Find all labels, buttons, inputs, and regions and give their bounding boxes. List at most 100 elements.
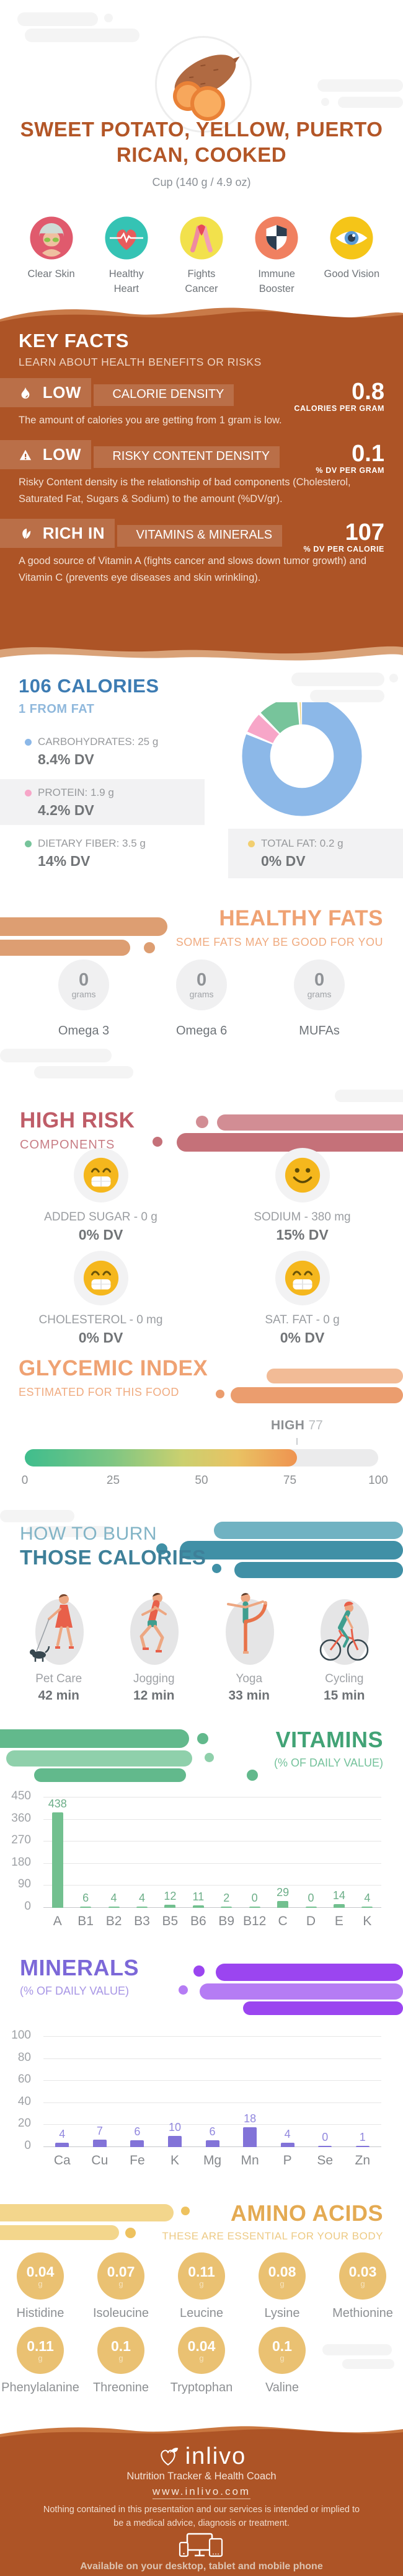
bar-E: 14 <box>325 1797 353 1908</box>
amino-name: Isoleucine <box>92 2306 149 2320</box>
amino-value: 0.11 <box>27 2337 54 2354</box>
decor-blob <box>6 1750 192 1767</box>
serving-size: Cup (140 g / 4.9 oz) <box>152 176 251 188</box>
gauge-marker <box>296 1438 298 1445</box>
benefit-healthy-heart: Healthy Heart <box>92 216 161 296</box>
amino-amount-bubble: 0.11 g <box>12 2324 70 2376</box>
bar-value-label: 4 <box>59 2127 66 2140</box>
decor-blob <box>180 1541 403 1559</box>
decor-blob <box>26 1526 113 1537</box>
y-axis-tick: 180 <box>11 1855 31 1869</box>
fact-category: VITAMINS & MINERALS <box>117 525 283 547</box>
amino-subheading: THESE ARE ESSENTIAL FOR YOUR BODY <box>162 2230 383 2242</box>
y-axis-tick: 80 <box>17 2050 31 2064</box>
gridline <box>43 1819 381 1820</box>
x-axis-label: Se <box>317 2153 334 2168</box>
legend-dot <box>25 738 32 746</box>
risk-name: CHOLESTEROL - 0 mg <box>38 1313 163 1326</box>
bar <box>136 1907 148 1908</box>
activity-time: 15 min <box>323 1688 365 1703</box>
activities-row: Pet Care 42 min <box>0 1588 403 1703</box>
x-axis-label: B5 <box>162 1914 179 1928</box>
page-title: SWEET POTATO, YELLOW, PUERTO RICAN, COOK… <box>20 118 383 166</box>
bar-value-label: 1 <box>359 2131 366 2143</box>
grin-emoji-icon <box>83 1157 118 1193</box>
activity-time: 12 min <box>133 1688 175 1703</box>
benefit-label: Good Vision <box>324 268 380 280</box>
amino-name: Tryptophan <box>170 2381 233 2394</box>
gridline <box>43 2058 381 2059</box>
activity-cycling: Cycling 15 min <box>301 1588 388 1703</box>
food-photo <box>155 36 252 133</box>
vitamins-subheading: (% OF DAILY VALUE) <box>273 1757 383 1769</box>
decor-blob <box>181 2207 190 2215</box>
legend-dot <box>25 789 32 796</box>
health-benefits-row: Clear Skin Healthy Heart Fights Cancer <box>0 216 403 296</box>
legend-dot <box>25 840 32 847</box>
amino-value: 0.04 <box>26 2263 55 2280</box>
gridline <box>43 1863 381 1864</box>
risk-component-card: CHOLESTEROL - 0 mg 0% DV <box>0 1251 202 1351</box>
decor-blob <box>389 674 398 682</box>
amino-acid-item: 0.1 g Threonine <box>81 2324 161 2395</box>
wave-divider <box>0 303 403 328</box>
amino-unit: g <box>199 2353 204 2363</box>
bar-value-label: 12 <box>164 1890 177 1903</box>
fact-category: CALORIE DENSITY <box>94 384 234 406</box>
decor-blob <box>217 1114 403 1131</box>
burn-heading-line1: HOW TO BURN <box>20 1524 157 1544</box>
amino-amount-bubble: 0.03 g <box>334 2249 392 2301</box>
gridline <box>43 2036 381 2037</box>
bar-value-label: 18 <box>244 2112 257 2125</box>
calories-headline: 106 CALORIES <box>19 675 159 697</box>
bar-Fe: 6 <box>118 2037 156 2147</box>
decor-blob <box>0 2204 174 2221</box>
bar-value-label: 7 <box>96 2124 103 2137</box>
y-axis-tick: 0 <box>24 2139 31 2152</box>
cancer-ribbon-icon <box>180 216 223 260</box>
gridline <box>43 2102 381 2103</box>
amino-name: Threonine <box>92 2381 149 2394</box>
decor-blob <box>317 79 403 92</box>
x-axis-label: Mn <box>241 2153 259 2168</box>
amino-acid-item: 0.07 g Isoleucine <box>81 2249 161 2321</box>
benefit-fights-cancer: Fights Cancer <box>167 216 236 296</box>
cycling-illustration <box>320 1601 369 1661</box>
wave-divider <box>0 2423 403 2443</box>
risk-dv: 0% DV <box>78 1227 123 1243</box>
amino-name: Methionine <box>332 2306 393 2320</box>
bar <box>243 2127 257 2147</box>
activity-name: Jogging <box>133 1672 175 1685</box>
bar <box>130 2140 144 2147</box>
fat-name: MUFAs <box>299 1024 340 1038</box>
risk-component-card: SODIUM - 380 mg 15% DV <box>202 1148 403 1248</box>
decor-blob <box>216 1964 403 1981</box>
fat-grams-value: 0 <box>314 970 325 990</box>
amino-amount-bubble: 0.11 g <box>173 2249 231 2301</box>
risk-name: ADDED SUGAR - 0 g <box>44 1211 157 1224</box>
x-axis-label: C <box>278 1914 288 1928</box>
devices-row <box>0 2533 403 2561</box>
gauge-track <box>25 1449 378 1467</box>
activity-name: Yoga <box>236 1672 263 1685</box>
sweet-potato-illustration <box>173 55 240 121</box>
glycemic-level: HIGH <box>270 1418 305 1432</box>
legend-label: DIETARY FIBER: 3.5 g <box>38 837 146 849</box>
amino-amount-bubble: 0.04 g <box>173 2324 231 2376</box>
inlivo-heart-leaf-icon <box>161 2447 178 2466</box>
bar-Zn: 1 <box>344 2037 382 2147</box>
healthy-fat-item: 0 grams Omega 3 <box>52 956 117 1038</box>
amino-unit: g <box>280 2353 285 2363</box>
bar-Mn: 18 <box>231 2037 269 2147</box>
decor-blob <box>234 1562 403 1578</box>
flame-icon <box>19 385 32 404</box>
benefit-immune-booster: Immune Booster <box>242 216 311 296</box>
website-link[interactable]: www.inlivo.com <box>152 2486 251 2499</box>
gauge-scale-label: 0 <box>21 1474 29 1487</box>
decor-blob <box>338 97 403 108</box>
amino-amount-bubble: 0.07 g <box>92 2249 151 2301</box>
decor-blob <box>0 917 167 936</box>
risk-component-card: SAT. FAT - 0 g 0% DV <box>202 1251 403 1351</box>
amino-acid-item: 0.03 g Methionine <box>322 2249 403 2321</box>
vitamins-bar-chart: 0 90 180 270 360 450 438 6 4 4 12 11 2 0 29 0 14 4 A B1 B2… <box>0 1789 403 1940</box>
